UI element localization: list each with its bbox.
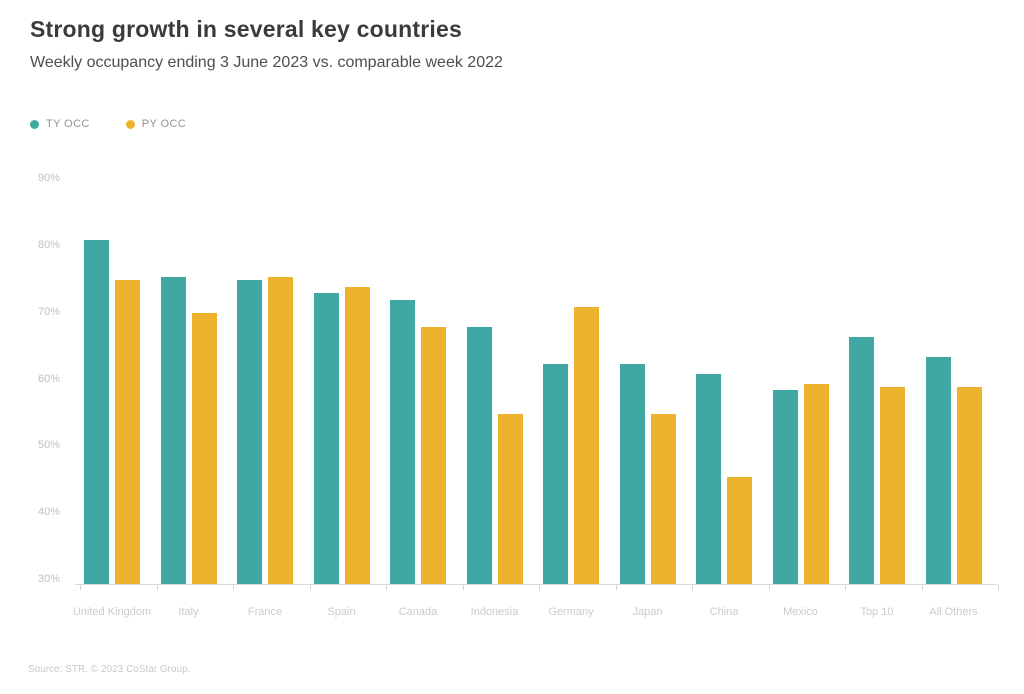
x-axis-label-top-10: Top 10: [860, 606, 894, 618]
chart-legend: TY OCC PY OCC: [30, 118, 186, 130]
x-axis-tick: [692, 585, 693, 590]
legend-item-ty-occ[interactable]: TY OCC: [30, 118, 90, 130]
bar-py-occ-italy: [191, 313, 217, 584]
x-axis-tick: [386, 585, 387, 590]
bar-py-occ-top-10: [880, 386, 905, 584]
legend-label-ty-occ: TY OCC: [46, 118, 90, 130]
x-axis-tick: [309, 585, 311, 590]
bar-ty-occ-united-kingdom: [84, 239, 109, 584]
x-axis-label-mexico: Mexico: [783, 606, 818, 618]
bar-ty-occ-japan: [619, 363, 645, 584]
bar-py-occ-canada: [421, 326, 446, 584]
chart-subtitle: Weekly occupancy ending 3 June 2023 vs. …: [30, 54, 503, 71]
bar-py-occ-all-others: [956, 386, 982, 584]
x-axis-tick: [845, 585, 846, 590]
bar-ty-occ-canada: [390, 300, 415, 584]
legend-label-py-occ: PY OCC: [141, 118, 187, 130]
bar-py-occ-united-kingdom: [115, 280, 140, 584]
x-axis-label-france: France: [247, 606, 283, 618]
bar-ty-occ-top-10: [849, 336, 874, 584]
x-axis-label-canada: Canada: [398, 606, 438, 618]
x-axis-line: [75, 584, 998, 585]
x-axis-tick: [921, 585, 923, 590]
py-occ-swatch-icon: [125, 119, 135, 129]
x-axis-tick: [615, 585, 617, 590]
bar-py-occ-japan: [650, 413, 676, 584]
bar-ty-occ-mexico: [772, 390, 798, 584]
x-axis-label-indonesia: Indonesia: [470, 606, 519, 618]
x-axis-label-italy: Italy: [178, 606, 199, 618]
bar-ty-occ-all-others: [925, 356, 951, 584]
bar-ty-occ-indonesia: [466, 326, 492, 584]
bar-py-occ-france: [268, 276, 293, 584]
x-axis-label-spain: Spain: [327, 606, 356, 618]
x-axis-label-united-kingdom: United Kingdom: [72, 606, 152, 618]
bar-ty-occ-france: [237, 280, 262, 584]
bar-py-occ-china: [727, 477, 752, 584]
source-note: Source: STR. © 2023 CoStar Group.: [28, 664, 191, 675]
x-axis-label-all-others: All Others: [929, 606, 978, 618]
bar-py-occ-mexico: [803, 383, 829, 584]
ty-occ-swatch-icon: [30, 119, 39, 129]
bar-ty-occ-germany: [543, 363, 568, 584]
legend-item-py-occ[interactable]: PY OCC: [125, 118, 187, 130]
x-axis-tick: [233, 585, 234, 590]
bar-py-occ-spain: [344, 286, 370, 584]
y-axis-tick-label-50: 50%: [37, 439, 60, 452]
bar-ty-occ-spain: [313, 293, 339, 584]
x-axis-tick: [998, 585, 999, 590]
bar-py-occ-indonesia: [497, 413, 523, 584]
y-axis-tick-label-80: 80%: [37, 239, 60, 251]
y-axis-tick-label-90: 90%: [37, 172, 60, 185]
bar-ty-occ-italy: [160, 276, 186, 584]
y-axis-tick-label-40: 40%: [37, 506, 60, 519]
bar-ty-occ-china: [696, 373, 721, 584]
x-axis-tick: [80, 585, 81, 590]
x-axis-tick: [156, 585, 158, 590]
x-axis-tick: [539, 585, 540, 590]
x-axis-label-china: China: [709, 606, 739, 618]
chart-title: Strong growth in several key countries: [30, 16, 462, 42]
x-axis-label-japan: Japan: [632, 606, 663, 618]
x-axis-tick: [462, 585, 464, 590]
y-axis-tick-label-30: 30%: [37, 573, 60, 585]
y-axis-tick-label-70: 70%: [37, 305, 60, 318]
y-axis-tick-label-60: 60%: [37, 372, 60, 385]
x-axis-tick: [768, 585, 770, 590]
bar-py-occ-germany: [574, 306, 599, 584]
x-axis-label-germany: Germany: [548, 606, 594, 618]
